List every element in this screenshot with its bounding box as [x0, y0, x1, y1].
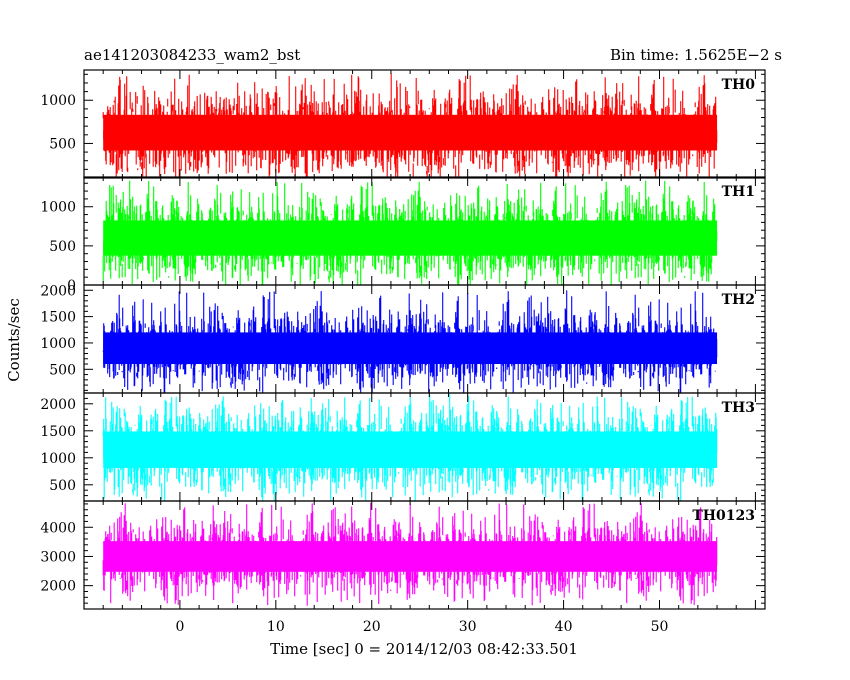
y-tick-label: 1000 [40, 200, 76, 216]
trace-core-th0123 [103, 541, 718, 572]
x-axis-label: Time [sec] 0 = 2014/12/03 08:42:33.501 [270, 640, 578, 658]
series-label: TH0123 [692, 508, 755, 524]
series-label: TH0 [722, 77, 756, 93]
y-tick-label: 500 [49, 136, 76, 152]
x-tick-label: 40 [555, 619, 573, 635]
panel-frame [83, 500, 766, 610]
trace-core-th1 [103, 220, 718, 256]
y-tick-label: 500 [49, 239, 76, 255]
series-label: TH3 [722, 400, 755, 416]
trace-core-th3 [103, 431, 718, 468]
y-tick-label: 4000 [40, 520, 76, 536]
y-tick-label: 2000 [40, 397, 76, 413]
x-tick-label: 20 [363, 619, 381, 635]
x-tick-label: 10 [267, 619, 285, 635]
y-axis-label: Counts/sec [5, 298, 23, 382]
x-tick-label: 0 [175, 619, 184, 635]
x-tick-label: 30 [459, 619, 477, 635]
y-tick-label: 1000 [40, 451, 76, 467]
y-tick-label: 2000 [40, 283, 76, 299]
y-tick-label: 1500 [40, 424, 76, 440]
panel-th2: 500 1000 1500 2000 TH2 [40, 283, 766, 394]
y-tick-label: 0 [67, 278, 76, 294]
panel-th0: 500 1000 TH0 [40, 69, 766, 179]
x-tick-label: 50 [651, 619, 669, 635]
trace-core-th0 [103, 114, 718, 151]
y-tick-label: 500 [49, 362, 76, 378]
panel-th1: 0 500 1000 TH1 [40, 176, 766, 294]
y-tick-label: 500 [49, 478, 76, 494]
y-tick-label: 3000 [40, 549, 76, 565]
y-tick-label: 1000 [40, 93, 76, 109]
bin-time-label: Bin time: 1.5625E−2 s [610, 46, 782, 64]
series-label: TH1 [722, 184, 755, 200]
y-tick-label: 2000 [40, 579, 76, 595]
panel-th0123: 2000 3000 4000 TH0123 [40, 500, 766, 610]
chart-title: ae141203084233_wam2_bst [84, 46, 300, 64]
y-tick-label: 1500 [40, 310, 76, 326]
panel-frame [83, 69, 766, 179]
y-tick-label: 1000 [40, 336, 76, 352]
series-label: TH2 [722, 292, 755, 308]
trace-core-th2 [103, 332, 718, 365]
panel-th3: 500 1000 1500 2000 TH3 [40, 392, 766, 502]
